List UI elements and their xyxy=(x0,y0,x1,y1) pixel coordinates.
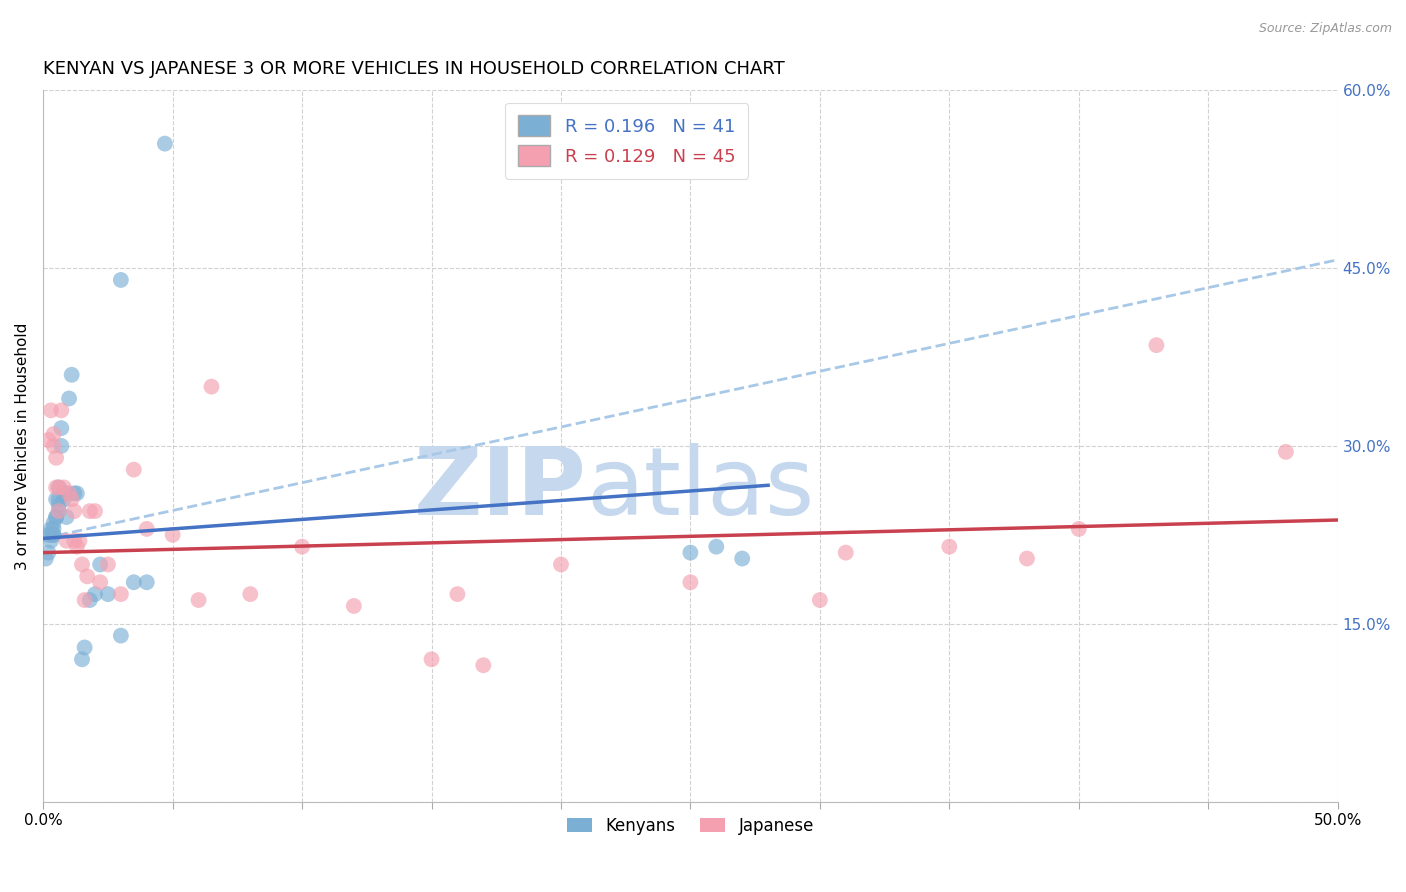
Point xyxy=(187,593,209,607)
Point xyxy=(835,546,858,560)
Point xyxy=(66,540,89,554)
Point xyxy=(97,587,120,601)
Point xyxy=(63,533,86,548)
Point xyxy=(550,558,572,572)
Point xyxy=(239,587,262,601)
Point xyxy=(55,486,77,500)
Point xyxy=(1067,522,1090,536)
Point xyxy=(153,136,176,151)
Point xyxy=(45,510,67,524)
Point xyxy=(66,486,89,500)
Point xyxy=(45,450,67,465)
Point xyxy=(39,533,62,548)
Point xyxy=(472,658,495,673)
Point xyxy=(45,510,67,524)
Point xyxy=(37,546,59,560)
Point xyxy=(135,522,157,536)
Text: KENYAN VS JAPANESE 3 OR MORE VEHICLES IN HOUSEHOLD CORRELATION CHART: KENYAN VS JAPANESE 3 OR MORE VEHICLES IN… xyxy=(44,60,785,78)
Point xyxy=(67,533,90,548)
Point xyxy=(110,587,132,601)
Point xyxy=(110,273,132,287)
Point xyxy=(938,540,960,554)
Point xyxy=(42,528,65,542)
Point xyxy=(122,575,145,590)
Point xyxy=(446,587,468,601)
Point xyxy=(39,528,62,542)
Point xyxy=(58,392,80,406)
Point xyxy=(79,593,101,607)
Point xyxy=(704,540,727,554)
Point xyxy=(79,504,101,518)
Point xyxy=(162,528,184,542)
Point xyxy=(63,504,86,518)
Point xyxy=(39,403,62,417)
Point xyxy=(1275,445,1298,459)
Point xyxy=(58,486,80,500)
Point xyxy=(110,629,132,643)
Text: ZIP: ZIP xyxy=(413,442,586,534)
Point xyxy=(48,504,70,518)
Y-axis label: 3 or more Vehicles in Household: 3 or more Vehicles in Household xyxy=(15,322,30,570)
Point xyxy=(73,640,96,655)
Point xyxy=(1015,551,1038,566)
Legend: Kenyans, Japanese: Kenyans, Japanese xyxy=(558,808,823,843)
Point xyxy=(731,551,754,566)
Point xyxy=(63,486,86,500)
Point xyxy=(45,480,67,494)
Point xyxy=(73,593,96,607)
Text: atlas: atlas xyxy=(586,442,815,534)
Point xyxy=(122,462,145,476)
Point xyxy=(679,575,702,590)
Point xyxy=(70,652,93,666)
Point xyxy=(42,439,65,453)
Point xyxy=(76,569,98,583)
Point xyxy=(35,551,58,566)
Point xyxy=(135,575,157,590)
Point xyxy=(55,510,77,524)
Point xyxy=(48,480,70,494)
Point xyxy=(37,433,59,447)
Point xyxy=(52,486,75,500)
Point xyxy=(291,540,314,554)
Point xyxy=(89,558,111,572)
Point xyxy=(48,498,70,512)
Point xyxy=(48,492,70,507)
Point xyxy=(52,480,75,494)
Point xyxy=(48,504,70,518)
Point xyxy=(42,522,65,536)
Point xyxy=(84,587,107,601)
Point xyxy=(55,533,77,548)
Point xyxy=(70,558,93,572)
Point xyxy=(89,575,111,590)
Point xyxy=(52,492,75,507)
Point xyxy=(45,492,67,507)
Point xyxy=(679,546,702,560)
Point xyxy=(37,528,59,542)
Point xyxy=(1144,338,1167,352)
Point xyxy=(39,522,62,536)
Point xyxy=(48,480,70,494)
Point xyxy=(420,652,443,666)
Point xyxy=(60,368,83,382)
Point xyxy=(97,558,120,572)
Point xyxy=(84,504,107,518)
Point xyxy=(343,599,366,613)
Point xyxy=(200,379,222,393)
Point xyxy=(51,421,73,435)
Point xyxy=(42,427,65,442)
Point xyxy=(808,593,831,607)
Point xyxy=(51,403,73,417)
Point xyxy=(60,492,83,507)
Point xyxy=(42,528,65,542)
Point xyxy=(42,516,65,530)
Text: Source: ZipAtlas.com: Source: ZipAtlas.com xyxy=(1258,22,1392,36)
Point xyxy=(51,439,73,453)
